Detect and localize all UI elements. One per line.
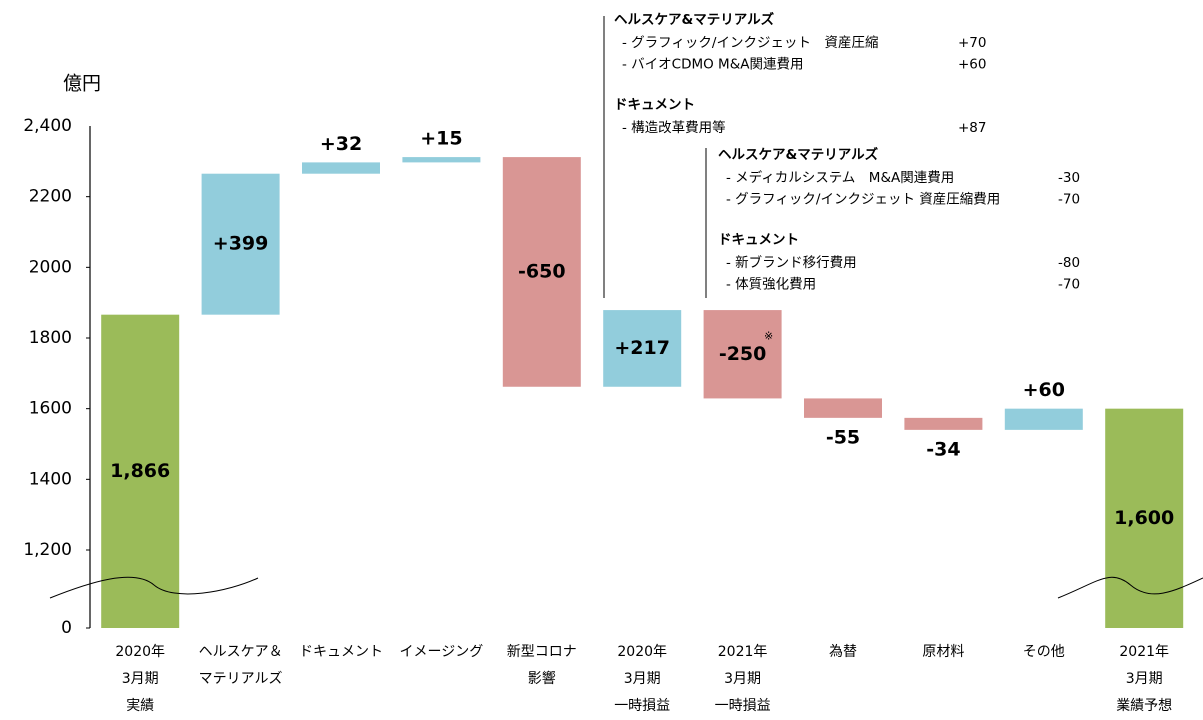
- bar: [603, 310, 682, 387]
- x-tick-label: 2021年: [1119, 644, 1169, 660]
- y-tick-label: 2000: [29, 257, 72, 277]
- value-label: 1,600: [1114, 507, 1174, 529]
- annotation-item: - 構造改革費用等: [622, 119, 726, 136]
- x-tick-label: 為替: [829, 644, 857, 660]
- bar: [502, 157, 581, 387]
- note-mark: ※: [764, 329, 773, 342]
- bar: [101, 314, 180, 628]
- y-tick-label: 1800: [29, 328, 72, 348]
- annotation-item: - バイオCDMO M&A関連費用: [622, 57, 803, 73]
- x-tick-label: 影響: [528, 670, 556, 687]
- x-tick-label: 3月期: [724, 671, 761, 687]
- annotation-item: - グラフィック/インクジェット 資産圧縮: [622, 35, 878, 51]
- annotation-value: -70: [1058, 192, 1080, 208]
- value-label: -55: [826, 426, 860, 448]
- y-tick-label: 1,200: [23, 540, 72, 560]
- x-tick-label: 3月期: [122, 671, 159, 687]
- bar: [302, 162, 380, 174]
- x-tick-label: ヘルスケア＆: [199, 644, 283, 660]
- value-label: +217: [614, 337, 670, 359]
- bar: [804, 398, 882, 418]
- value-label: +399: [213, 233, 269, 255]
- annotation-item: - 体質強化費用: [726, 277, 816, 293]
- y-axis-label: 億円: [63, 73, 101, 95]
- value-label: +60: [1023, 379, 1065, 401]
- x-tick-label: 原材料: [922, 644, 964, 660]
- x-tick-label: イメージング: [400, 644, 484, 660]
- annotation-value: +60: [958, 57, 987, 73]
- bar: [402, 157, 481, 163]
- annotation-value: -80: [1058, 255, 1080, 271]
- y-tick-label: 1400: [29, 469, 72, 489]
- x-tick-label: マテリアルズ: [199, 671, 283, 687]
- bar: [703, 310, 782, 399]
- annotation-heading: ヘルスケア&マテリアルズ: [718, 146, 879, 163]
- x-tick-label: 2020年: [617, 644, 667, 660]
- annotation-item: - グラフィック/インクジェット 資産圧縮費用: [726, 192, 1000, 208]
- x-tick-label: 3月期: [624, 671, 661, 687]
- bar: [1004, 408, 1083, 430]
- x-tick-label: 実績: [126, 698, 154, 714]
- x-tick-label: 一時損益: [614, 698, 670, 714]
- annotation-item: - メディカルシステム M&A関連費用: [726, 169, 954, 186]
- x-tick-label: 新型コロナ: [507, 644, 577, 660]
- value-label: 1,866: [110, 460, 170, 482]
- axis-break: [1057, 576, 1203, 599]
- annotation-value: -30: [1058, 170, 1080, 186]
- annotation-value: +87: [958, 120, 987, 136]
- annotation-heading: ヘルスケア&マテリアルズ: [614, 11, 775, 28]
- annotation-item: - 新ブランド移行費用: [726, 254, 857, 271]
- y-tick-label: 2200: [29, 187, 72, 207]
- x-tick-label: 2020年: [115, 644, 165, 660]
- x-tick-label: 2021年: [718, 644, 768, 660]
- x-tick-label: その他: [1023, 644, 1065, 660]
- y-tick-label: 1600: [29, 399, 72, 419]
- x-tick-label: 3月期: [1126, 671, 1163, 687]
- annotation-value: +70: [958, 35, 987, 51]
- value-label: -34: [926, 438, 960, 460]
- annotation-value: -70: [1058, 277, 1080, 293]
- value-label: -250: [719, 343, 767, 365]
- value-label: +15: [420, 128, 462, 150]
- x-tick-label: ドキュメント: [299, 644, 383, 660]
- y-tick-label: 0: [61, 618, 72, 638]
- axis-break: [49, 576, 259, 599]
- x-tick-label: 業績予想: [1116, 698, 1172, 714]
- annotation-heading: ドキュメント: [718, 232, 799, 248]
- bar: [904, 417, 983, 430]
- y-tick-label: 2,400: [23, 116, 72, 136]
- annotation-heading: ドキュメント: [614, 97, 695, 113]
- x-tick-label: 一時損益: [715, 698, 771, 714]
- value-label: +32: [320, 133, 362, 155]
- bar: [201, 173, 280, 315]
- value-label: -650: [518, 260, 566, 282]
